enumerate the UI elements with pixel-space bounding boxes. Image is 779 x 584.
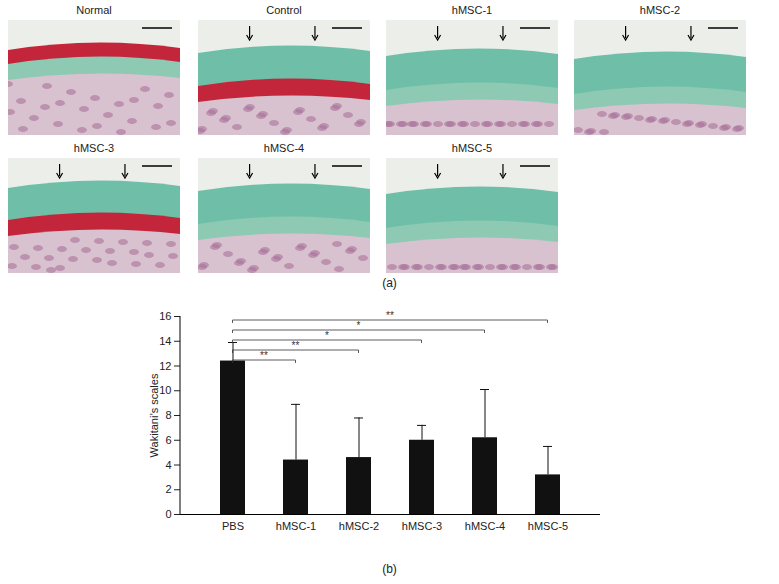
svg-text:**: ** bbox=[386, 310, 394, 321]
svg-text:14: 14 bbox=[159, 335, 171, 347]
svg-text:4: 4 bbox=[165, 459, 171, 471]
html-text:hMSC-4: hMSC-4 bbox=[263, 142, 305, 154]
svg-text:**: ** bbox=[260, 350, 268, 361]
svg-text:0: 0 bbox=[165, 508, 171, 520]
svg-text:*: * bbox=[325, 330, 329, 341]
svg-text:10: 10 bbox=[159, 384, 171, 396]
svg-text:2: 2 bbox=[165, 483, 171, 495]
svg-text:hMSC-2: hMSC-2 bbox=[339, 520, 379, 532]
html-text:hMSC-1: hMSC-1 bbox=[451, 4, 493, 16]
html-text:hMSC-3: hMSC-3 bbox=[73, 142, 115, 154]
svg-text:6: 6 bbox=[165, 434, 171, 446]
html-text:(a): (a) bbox=[382, 276, 397, 290]
svg-text:16: 16 bbox=[159, 310, 171, 322]
html-text:Normal: Normal bbox=[76, 4, 112, 16]
svg-text:8: 8 bbox=[165, 409, 171, 421]
html-text:hMSC-5: hMSC-5 bbox=[451, 142, 493, 154]
svg-text:hMSC-4: hMSC-4 bbox=[465, 520, 505, 532]
html-text:Control: Control bbox=[266, 4, 302, 16]
svg-text:*: * bbox=[357, 320, 361, 331]
html-text:(b): (b) bbox=[382, 562, 397, 576]
html-text:hMSC-2: hMSC-2 bbox=[639, 4, 681, 16]
svg-text:hMSC-5: hMSC-5 bbox=[528, 520, 568, 532]
svg-text:**: ** bbox=[292, 340, 300, 351]
svg-text:PBS: PBS bbox=[222, 520, 244, 532]
svg-text:Wakitani’s scales: Wakitani’s scales bbox=[148, 373, 160, 457]
svg-text:hMSC-3: hMSC-3 bbox=[402, 520, 442, 532]
svg-text:12: 12 bbox=[159, 360, 171, 372]
svg-text:hMSC-1: hMSC-1 bbox=[276, 520, 316, 532]
